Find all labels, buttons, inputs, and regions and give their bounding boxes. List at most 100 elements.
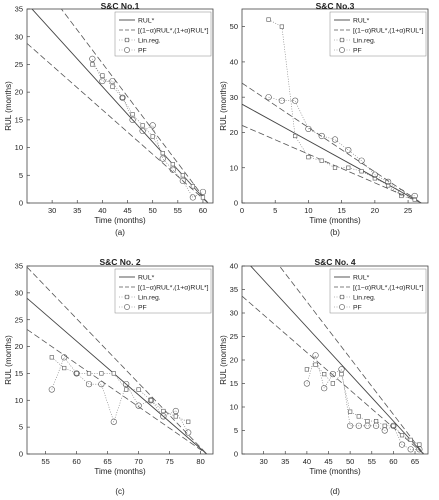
legend-square-marker	[339, 37, 345, 43]
pf-point	[48, 386, 55, 393]
x-tick-label: 60	[389, 457, 397, 466]
y-tick-label: 20	[15, 88, 23, 97]
legend-label-bounds: [(1−α)RUL*,(1+α)RUL*]	[138, 285, 209, 292]
linreg-point	[49, 355, 54, 360]
x-tick-label: 30	[259, 457, 267, 466]
pf-point	[189, 194, 196, 201]
pf-point	[303, 380, 310, 387]
panel-label: (b)	[330, 228, 340, 237]
x-tick-label: 45	[123, 206, 131, 215]
linreg-point	[330, 381, 335, 386]
legend-box	[114, 268, 212, 314]
legend-label-pf: PF	[138, 305, 147, 312]
series-group	[242, 266, 425, 454]
pf-point	[329, 371, 336, 378]
x-tick-label: 35	[73, 206, 81, 215]
plot-frame	[241, 8, 429, 204]
x-tick-label: 50	[149, 206, 157, 215]
linreg-point	[186, 419, 191, 424]
x-tick-label: 40	[303, 457, 311, 466]
legend: RUL* [(1−α)RUL*,(1+α)RUL*] Lin.reg. PF	[114, 268, 212, 314]
legend-label-linreg: Lin.reg.	[138, 38, 161, 45]
linreg-point	[417, 442, 422, 447]
y-tick-label: 20	[230, 128, 238, 137]
rul-bound-line	[27, 329, 208, 454]
pf-line	[92, 58, 204, 198]
series-group	[27, 9, 209, 203]
pf-point	[416, 446, 423, 453]
y-tick-label: 0	[19, 199, 23, 208]
linreg-point	[391, 423, 396, 428]
y-tick-label: 30	[230, 93, 238, 102]
linreg-point	[346, 165, 351, 170]
x-tick-label: 15	[337, 206, 345, 215]
linreg-point	[170, 162, 175, 167]
panel-label: (d)	[330, 487, 340, 496]
x-axis-label: Time (months)	[94, 467, 146, 476]
linreg-point	[150, 134, 155, 139]
linreg-point	[148, 398, 154, 403]
legend-circle-marker	[339, 47, 345, 53]
y-tick-label: 0	[234, 199, 238, 208]
y-tick-label: 30	[230, 309, 238, 318]
y-tick-label: 10	[15, 143, 23, 152]
legend-circle-marker	[124, 47, 130, 53]
pf-point	[147, 397, 155, 404]
pf-point	[98, 381, 105, 388]
pf-point	[110, 418, 117, 425]
pf-point	[129, 116, 136, 123]
pf-point	[398, 441, 406, 448]
x-axis-label: Time (months)	[309, 467, 361, 476]
x-tick-label: 10	[304, 206, 312, 215]
x-tick-label: 40	[98, 206, 106, 215]
pf-point	[89, 55, 96, 62]
chart-panel-1: 30 35 40 45 50 55 60 0 5 10 15 20 25 30 35 S&C No.1 Time…	[4, 1, 214, 237]
pf-point	[338, 366, 345, 373]
pf-point	[358, 157, 365, 164]
y-axis-label: RUL (months)	[4, 335, 13, 385]
linreg-point	[348, 409, 353, 414]
linreg-point	[74, 371, 79, 376]
pf-point	[169, 166, 176, 173]
y-tick-label: 50	[230, 22, 238, 31]
legend-circle-marker	[339, 304, 345, 310]
linreg-point	[359, 169, 364, 174]
linreg-point	[279, 24, 284, 29]
rul-bound-line	[27, 43, 209, 203]
linreg-point	[313, 362, 318, 367]
panel-label: (c)	[115, 487, 125, 496]
pf-point	[347, 422, 354, 429]
x-tick-label: 25	[404, 206, 412, 215]
pf-point	[109, 77, 116, 85]
y-tick-label: 5	[234, 426, 238, 435]
y-tick-label: 15	[15, 115, 23, 124]
linreg-point	[412, 197, 417, 202]
linreg-point	[62, 365, 67, 371]
y-tick-label: 10	[15, 396, 23, 405]
pf-point	[321, 385, 328, 392]
linreg-point	[99, 371, 104, 376]
pf-point	[61, 354, 68, 361]
legend: RUL* [(1−α)RUL*,(1+α)RUL*] Lin.reg. PF	[114, 11, 212, 57]
legend-square-marker	[339, 294, 345, 300]
rul-line	[31, 9, 209, 203]
linreg-point	[386, 183, 391, 188]
linreg-point	[110, 84, 115, 89]
pf-point	[119, 94, 126, 101]
y-tick-label: 15	[230, 379, 238, 388]
chart-title: S&C No. 2	[99, 257, 140, 267]
linreg-point	[399, 193, 404, 199]
pf-point	[398, 189, 405, 196]
y-axis-label: RUL (months)	[219, 81, 228, 131]
rul-bound-line	[27, 266, 208, 454]
pf-point	[185, 429, 192, 436]
linreg-line	[306, 364, 420, 445]
legend: RUL* [(1−α)RUL*,(1+α)RUL*] Lin.reg. PF	[329, 11, 427, 57]
y-tick-label: 0	[19, 450, 23, 459]
y-tick-label: 10	[230, 163, 238, 172]
legend-label-pf: PF	[138, 48, 147, 55]
x-tick-label: 65	[103, 457, 111, 466]
x-tick-label: 65	[411, 457, 419, 466]
x-axis-label: Time (months)	[94, 216, 146, 225]
